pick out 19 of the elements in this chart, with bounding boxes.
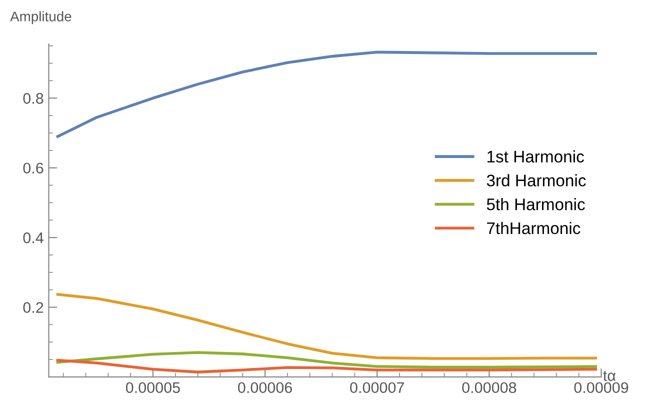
x-tick-label: 0.00008 [462, 382, 516, 394]
y-tick-label: 0.4 [23, 232, 44, 244]
x-tick-label: 0.00007 [350, 382, 404, 394]
y-tick-label: 0.8 [23, 92, 44, 104]
x-tick-label: 0.00005 [126, 382, 180, 394]
line-series [56, 50, 598, 138]
x-tick-label: 0.00006 [238, 382, 292, 394]
y-axis-title: Amplitude [10, 11, 72, 24]
line-series [56, 351, 598, 369]
line-series [56, 292, 598, 360]
x-axis-title: tα [603, 371, 616, 382]
y-tick-label: 0.6 [23, 162, 44, 174]
legend-label: 7thHarmonic [487, 222, 580, 234]
legend-label: 1st Harmonic [487, 150, 584, 163]
y-tick-label: 0.2 [23, 302, 44, 313]
legend-label: 3rd Harmonic [486, 174, 586, 186]
x-tick-label: 0.00009 [574, 382, 628, 394]
line-series [56, 358, 598, 374]
legend-label: 5th Harmonic [486, 198, 585, 210]
